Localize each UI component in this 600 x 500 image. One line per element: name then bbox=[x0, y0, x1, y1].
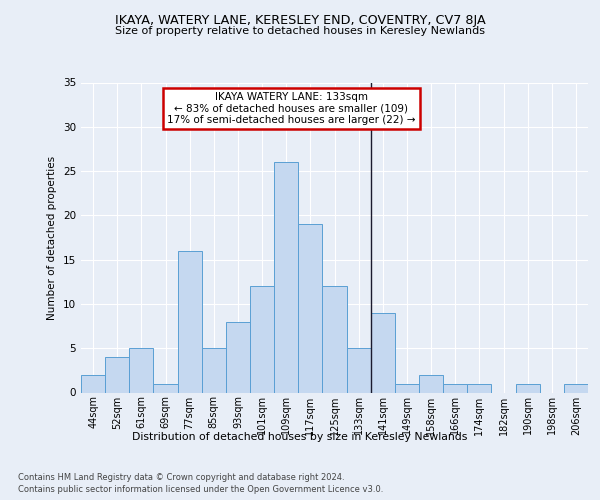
Bar bbox=[154, 384, 178, 392]
Bar bbox=[129, 348, 154, 393]
Bar bbox=[178, 251, 202, 392]
Bar bbox=[202, 348, 226, 393]
Bar bbox=[347, 348, 371, 393]
Bar bbox=[250, 286, 274, 393]
Bar bbox=[81, 375, 105, 392]
Text: Contains public sector information licensed under the Open Government Licence v3: Contains public sector information licen… bbox=[18, 485, 383, 494]
Bar bbox=[226, 322, 250, 392]
Y-axis label: Number of detached properties: Number of detached properties bbox=[47, 156, 58, 320]
Text: Contains HM Land Registry data © Crown copyright and database right 2024.: Contains HM Land Registry data © Crown c… bbox=[18, 472, 344, 482]
Bar bbox=[419, 375, 443, 392]
Bar bbox=[274, 162, 298, 392]
Bar bbox=[395, 384, 419, 392]
Bar bbox=[467, 384, 491, 392]
Bar bbox=[515, 384, 540, 392]
Bar bbox=[105, 357, 129, 392]
Bar bbox=[298, 224, 322, 392]
Text: IKAYA WATERY LANE: 133sqm
← 83% of detached houses are smaller (109)
17% of semi: IKAYA WATERY LANE: 133sqm ← 83% of detac… bbox=[167, 92, 416, 125]
Text: IKAYA, WATERY LANE, KERESLEY END, COVENTRY, CV7 8JA: IKAYA, WATERY LANE, KERESLEY END, COVENT… bbox=[115, 14, 485, 27]
Bar bbox=[443, 384, 467, 392]
Bar bbox=[322, 286, 347, 393]
Bar bbox=[564, 384, 588, 392]
Text: Size of property relative to detached houses in Keresley Newlands: Size of property relative to detached ho… bbox=[115, 26, 485, 36]
Text: Distribution of detached houses by size in Keresley Newlands: Distribution of detached houses by size … bbox=[133, 432, 467, 442]
Bar bbox=[371, 313, 395, 392]
